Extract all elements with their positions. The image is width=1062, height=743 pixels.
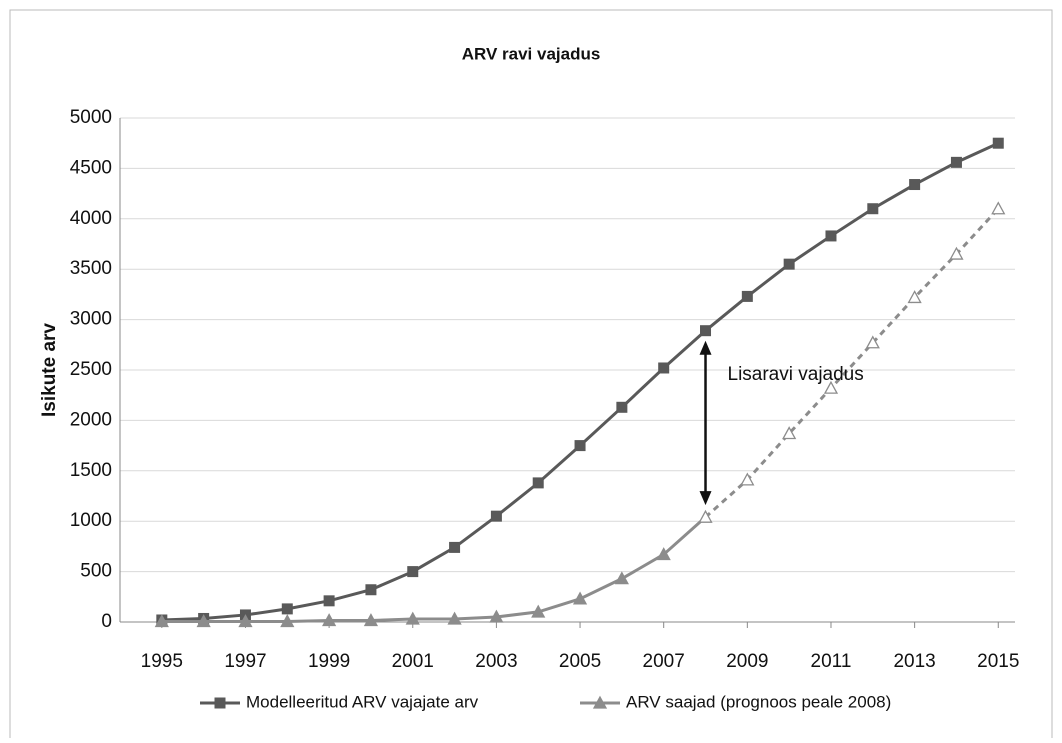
point-marker [196, 614, 211, 628]
arrow-head [699, 491, 712, 506]
point-marker [823, 380, 839, 394]
point-marker [322, 613, 337, 627]
point-marker [449, 541, 461, 553]
series-line [161, 141, 999, 622]
point-marker [907, 290, 922, 304]
point-marker [992, 137, 1004, 149]
y-axis-label: Isikute arv [39, 323, 60, 417]
x-tick-label: 2007 [643, 651, 685, 672]
x-tick-label: 2009 [726, 651, 768, 672]
x-tick-label: 2005 [559, 651, 601, 672]
y-tick-label: 1000 [70, 510, 112, 531]
point-marker [865, 335, 880, 349]
point-marker [825, 230, 837, 242]
y-tick-label: 3500 [70, 258, 112, 279]
point-marker [909, 179, 921, 191]
point-marker [365, 584, 377, 596]
point-marker [531, 604, 546, 618]
legend-label: ARV saajad (prognoos peale 2008) [626, 692, 891, 711]
point-marker [658, 362, 670, 374]
y-tick-label: 4000 [70, 208, 112, 229]
point-marker [405, 611, 420, 625]
y-tick-label: 0 [101, 611, 112, 632]
projected-line [704, 207, 1000, 519]
point-marker [281, 603, 293, 615]
point-marker [238, 614, 253, 628]
x-tick-label: 2015 [977, 651, 1019, 672]
legend-label: Modelleeritud ARV vajajate arv [246, 692, 479, 711]
point-marker [280, 614, 295, 628]
y-tick-label: 4500 [70, 157, 112, 178]
point-marker [447, 611, 462, 625]
point-marker [574, 440, 586, 452]
x-tick-label: 2011 [811, 651, 852, 672]
point-marker [363, 613, 379, 627]
chart-frame [9, 9, 1053, 743]
point-marker [949, 246, 964, 260]
x-tick-label: 1997 [224, 651, 266, 672]
point-marker [532, 477, 544, 489]
x-tick-label: 1995 [141, 651, 183, 672]
point-marker [698, 509, 713, 523]
x-tick-label: 2003 [475, 651, 517, 672]
point-marker [407, 566, 419, 578]
y-tick-label: 2000 [70, 409, 112, 430]
point-marker [572, 591, 588, 605]
y-tick-label: 2500 [70, 359, 112, 380]
point-marker [700, 325, 712, 337]
x-tick-label: 2001 [392, 651, 434, 672]
point-marker [323, 595, 335, 607]
point-marker [490, 510, 502, 522]
point-marker [614, 571, 629, 585]
x-tick-label: 2013 [893, 651, 935, 672]
point-marker [950, 156, 962, 168]
y-tick-label: 5000 [70, 107, 112, 128]
x-tick-label: 1999 [308, 651, 350, 672]
point-marker [656, 547, 671, 561]
point-marker [616, 401, 628, 413]
point-marker [782, 426, 797, 440]
chart-title: ARV ravi vajadus [462, 44, 601, 63]
point-marker [489, 609, 504, 623]
point-marker [783, 258, 795, 270]
arrow-head [699, 340, 712, 355]
legend-marker [592, 695, 608, 709]
legend-marker [214, 697, 226, 709]
y-tick-label: 1500 [70, 460, 112, 481]
series-line [161, 516, 707, 623]
point-marker [741, 290, 753, 302]
point-marker [867, 203, 879, 215]
point-marker [154, 614, 169, 628]
point-marker [991, 201, 1006, 215]
y-tick-label: 3000 [70, 309, 112, 330]
y-tick-label: 500 [80, 561, 112, 582]
point-marker [740, 472, 755, 486]
annotation-text: Lisaravi vajadus [728, 364, 864, 385]
